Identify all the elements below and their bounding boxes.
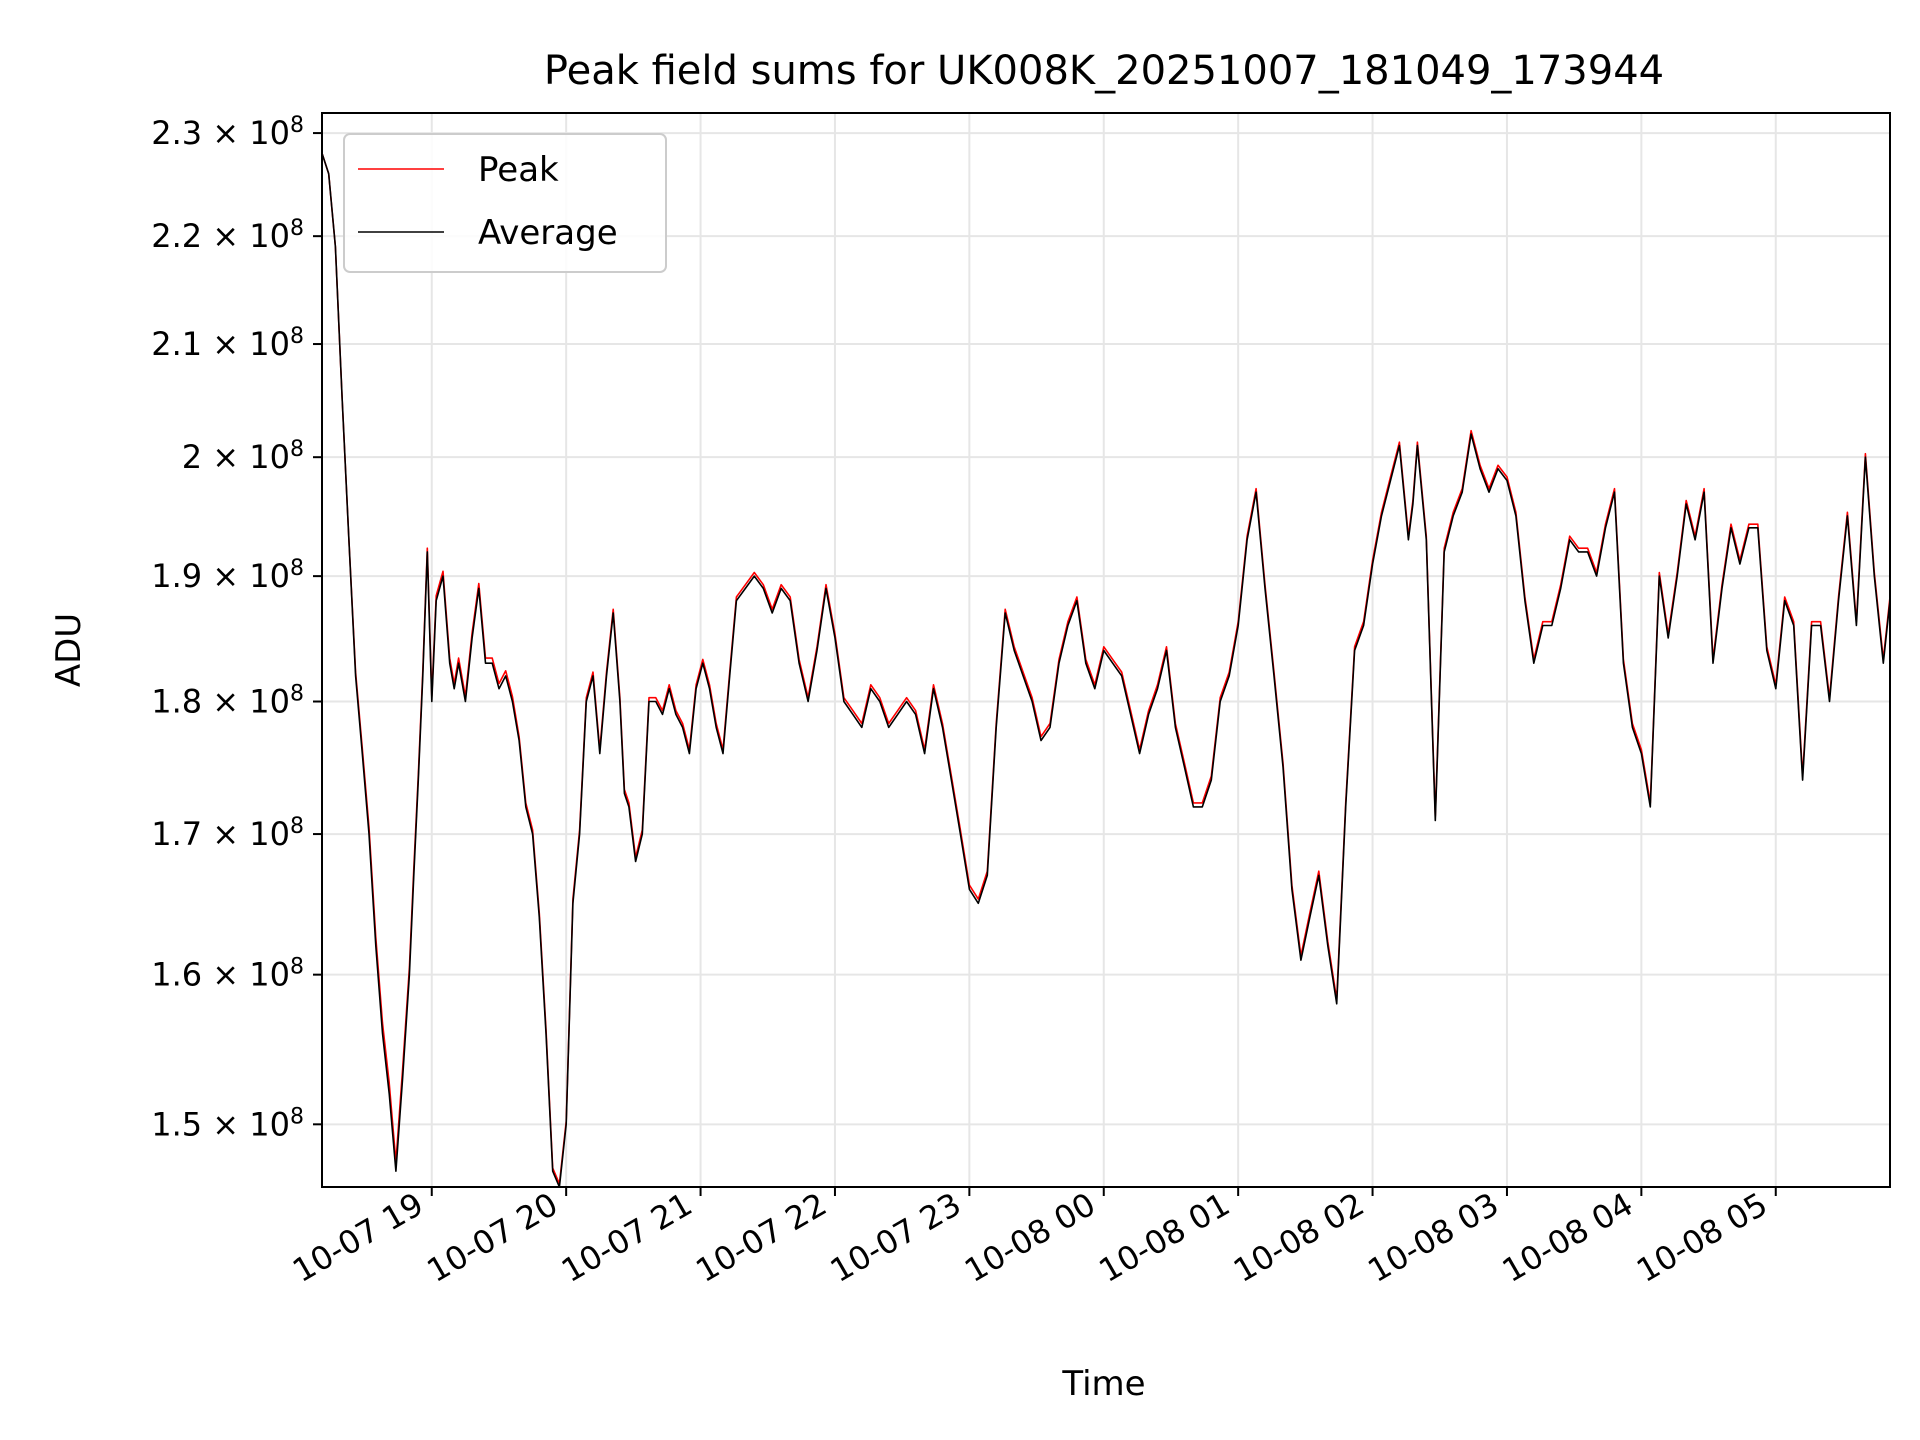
chart-title: Peak field sums for UK008K_20251007_1810… [544,48,1664,94]
y-tick-label: 2.3 × 108 [151,113,304,153]
y-tick-label: 1.8 × 108 [151,681,304,721]
plot-frame [321,112,1891,1188]
y-axis: 1.5 × 108 1.6 × 108 1.7 × 108 1.8 × 108 1.9 … [151,113,322,1144]
series-line-average [321,153,1891,1188]
y-axis-label: ADU [49,613,89,687]
y-tick-label: 1.7 × 108 [151,814,304,854]
legend-label-average: Average [478,213,618,253]
y-tick-label: 1.5 × 108 [151,1104,304,1144]
series-layer [321,153,1891,1188]
y-tick-label: 1.6 × 108 [151,954,304,994]
y-tick-label: 1.9 × 108 [151,556,304,596]
y-tick-label: 2.1 × 108 [151,324,304,364]
x-axis-label: Time [1061,1364,1145,1404]
y-tick-label: 2 × 108 [182,437,304,477]
legend-label-peak: Peak [478,150,559,190]
legend: Peak Average [343,133,667,273]
y-tick-label: 2.2 × 108 [151,216,304,256]
